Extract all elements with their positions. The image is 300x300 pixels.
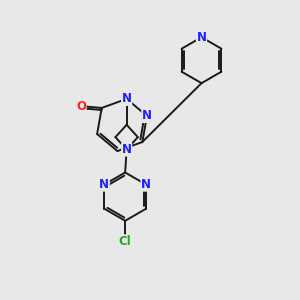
Text: N: N	[122, 92, 132, 105]
Text: Cl: Cl	[119, 235, 131, 248]
Text: N: N	[196, 31, 206, 44]
Text: N: N	[142, 110, 152, 122]
Text: O: O	[76, 100, 86, 113]
Text: N: N	[141, 178, 151, 191]
Text: N: N	[122, 143, 132, 156]
Text: N: N	[99, 178, 109, 191]
